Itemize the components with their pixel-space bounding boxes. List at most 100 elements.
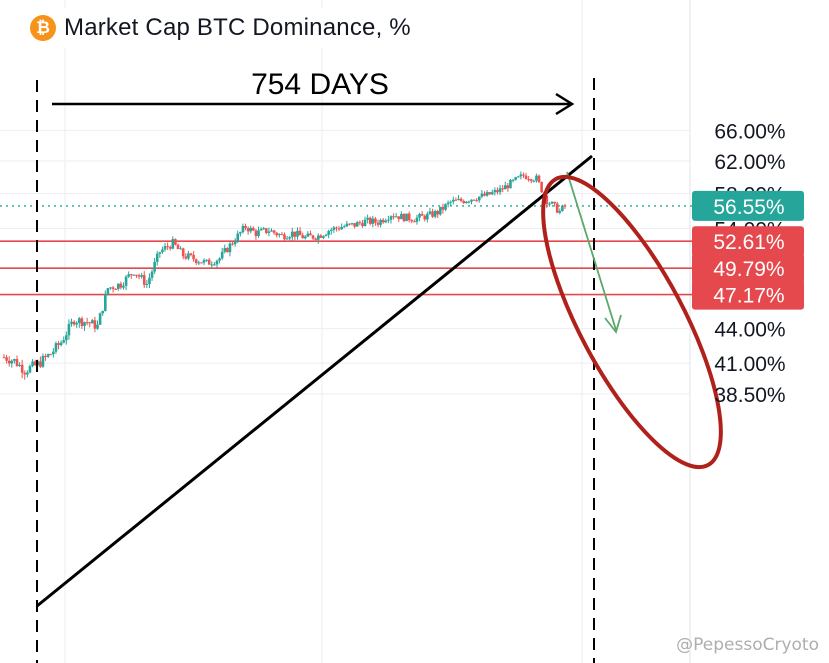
candle-body bbox=[423, 215, 427, 220]
candle-body bbox=[39, 361, 42, 367]
candle-body bbox=[397, 216, 401, 220]
candle-body bbox=[98, 313, 102, 325]
candle-body bbox=[506, 185, 510, 189]
candle-body bbox=[561, 205, 564, 211]
candle-body bbox=[181, 248, 185, 257]
candle-body bbox=[179, 248, 182, 250]
candle-body bbox=[454, 199, 458, 201]
level-label: 52.61% bbox=[713, 231, 784, 254]
candle-body bbox=[33, 361, 37, 365]
candle-body bbox=[402, 213, 406, 222]
candle-body bbox=[324, 234, 328, 236]
candle-body bbox=[293, 231, 297, 237]
level-badge bbox=[692, 226, 804, 257]
candle-body bbox=[2, 357, 6, 359]
candle-body bbox=[555, 203, 559, 213]
candle-body bbox=[187, 253, 190, 259]
watermark: @PepessoCryoto bbox=[676, 635, 819, 655]
candle-body bbox=[122, 285, 125, 288]
candle-body bbox=[140, 275, 143, 277]
highlight-ellipse bbox=[541, 174, 723, 470]
candle-body bbox=[62, 340, 66, 343]
candle-body bbox=[496, 190, 499, 193]
candle-body bbox=[213, 264, 216, 266]
period-arrow-head bbox=[555, 92, 575, 116]
candle-body bbox=[18, 364, 21, 366]
candle-body bbox=[137, 275, 141, 277]
candle-body bbox=[93, 320, 97, 329]
candle-body bbox=[353, 223, 356, 227]
candle-body bbox=[161, 249, 164, 253]
candle-body bbox=[194, 259, 198, 263]
support-levels bbox=[0, 205, 692, 296]
candle-body bbox=[340, 226, 343, 230]
candle-body bbox=[298, 230, 302, 236]
candle-body bbox=[236, 233, 240, 242]
candle-body bbox=[303, 236, 307, 239]
candle-body bbox=[483, 193, 486, 196]
candle-body bbox=[20, 364, 24, 373]
level-label: 49.79% bbox=[713, 258, 784, 281]
candle-body bbox=[228, 243, 232, 253]
candle-body bbox=[558, 210, 562, 213]
candle-body bbox=[145, 284, 149, 286]
candle-body bbox=[241, 225, 245, 233]
candle-body bbox=[272, 230, 276, 233]
candle-body bbox=[387, 219, 390, 221]
candle-body bbox=[252, 227, 255, 231]
candle-body bbox=[316, 235, 320, 240]
candle-body bbox=[329, 229, 333, 232]
candle-body bbox=[168, 247, 172, 249]
candle-body bbox=[189, 253, 193, 255]
candle-body bbox=[67, 323, 71, 336]
candle-body bbox=[226, 248, 229, 253]
candle-body bbox=[197, 262, 201, 264]
candle-body bbox=[28, 366, 32, 373]
candle-body bbox=[57, 343, 60, 346]
level-badge bbox=[692, 253, 804, 284]
candle-body bbox=[485, 192, 489, 196]
grid bbox=[0, 0, 691, 663]
candle-body bbox=[428, 211, 432, 214]
candle-body bbox=[96, 324, 99, 329]
candle-body bbox=[462, 200, 466, 204]
candle-body bbox=[519, 174, 523, 177]
candle-body bbox=[337, 228, 341, 230]
candle-body bbox=[101, 310, 104, 314]
candle-body bbox=[545, 195, 549, 205]
candle-body bbox=[550, 201, 554, 204]
candle-body bbox=[431, 211, 434, 217]
trend-line bbox=[36, 154, 593, 608]
candle-body bbox=[270, 230, 273, 232]
candle-body bbox=[54, 343, 58, 352]
candle-body bbox=[426, 213, 429, 220]
candle-body bbox=[280, 234, 284, 236]
bitcoin-icon: ₿ bbox=[30, 15, 56, 41]
candle-body bbox=[210, 264, 214, 266]
candle-body bbox=[239, 232, 242, 234]
candle-body bbox=[374, 218, 377, 223]
tick-label: 38.50% bbox=[714, 384, 785, 407]
candle-body bbox=[153, 261, 156, 272]
candle-body bbox=[548, 203, 551, 205]
candle-body bbox=[46, 354, 50, 357]
candle-body bbox=[480, 193, 484, 197]
price-axis: 66.00%62.00%58.00%54.00%44.00%41.00%38.5… bbox=[692, 120, 804, 407]
candle-body bbox=[7, 360, 11, 364]
candle-body bbox=[301, 235, 304, 239]
candle-body bbox=[529, 179, 533, 181]
candle-body bbox=[452, 199, 455, 202]
candle-body bbox=[306, 233, 310, 237]
candle-body bbox=[516, 176, 520, 178]
candle-body bbox=[459, 198, 463, 201]
candle-body bbox=[285, 238, 289, 240]
candle-body bbox=[418, 213, 421, 218]
candle-body bbox=[522, 174, 525, 176]
candle-body bbox=[127, 274, 130, 277]
candle-body bbox=[376, 222, 380, 225]
candle-body bbox=[254, 230, 258, 236]
candle-body bbox=[129, 274, 133, 276]
candle-body bbox=[527, 178, 530, 180]
candle-body bbox=[509, 179, 512, 189]
